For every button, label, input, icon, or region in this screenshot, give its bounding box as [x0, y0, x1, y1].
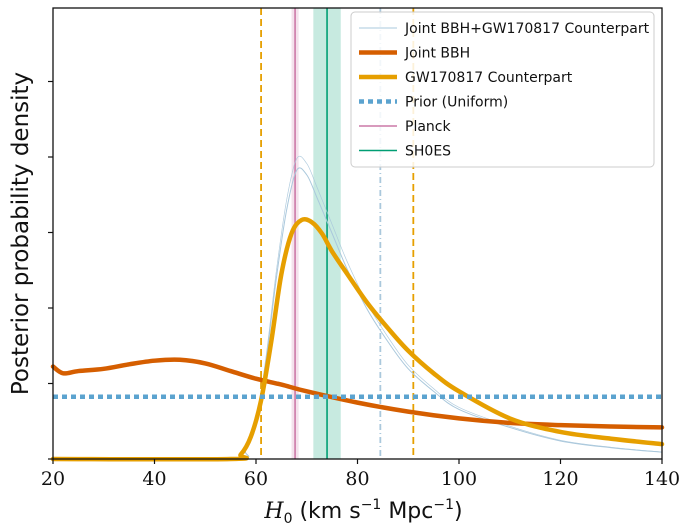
x-tick-label-140: 140 [644, 468, 680, 490]
legend-label-sh0es: SH0ES [405, 144, 451, 160]
joint-bbh-gw170817-counterpart-sample-0 [52, 155, 663, 460]
legend-label-joint-bbh-gw170817-counterpart: Joint BBH+GW170817 Counterpart [404, 21, 650, 37]
legend-label-prior-uniform: Prior (Uniform) [405, 95, 508, 111]
legend: Joint BBH+GW170817 Counterpart Joint BBH G… [350, 11, 655, 168]
x-tick-label-60: 60 [244, 468, 268, 490]
x-tick-label-80: 80 [345, 468, 369, 490]
y-axis-label: Posterior probability density [8, 72, 34, 395]
joint-bbh-line [50, 357, 665, 430]
legend-label-joint-bbh: Joint BBH [404, 46, 470, 62]
posterior-series [50, 155, 665, 462]
axes: 20 40 60 80 100 120 140 Posterior probability d… [8, 7, 680, 524]
x-axis-label: H0 (km s−1 Mpc−1) [263, 497, 462, 524]
joint-bbh-gw170817-counterpart-sample-1 [52, 155, 663, 460]
x-tick-label-100: 100 [441, 468, 477, 490]
legend-box [350, 11, 655, 168]
reference-lines [260, 8, 415, 459]
x-tick-label-40: 40 [142, 468, 166, 490]
x-tick-label-20: 20 [41, 468, 65, 490]
legend-label-gw170817-counterpart: GW170817 Counterpart [405, 70, 573, 86]
x-tick-label-120: 120 [542, 468, 578, 490]
legend-label-planck: Planck [405, 119, 451, 135]
gw170817-counterpart-line [50, 216, 665, 462]
joint-bbh-gw170817-counterpart-line [52, 167, 663, 461]
